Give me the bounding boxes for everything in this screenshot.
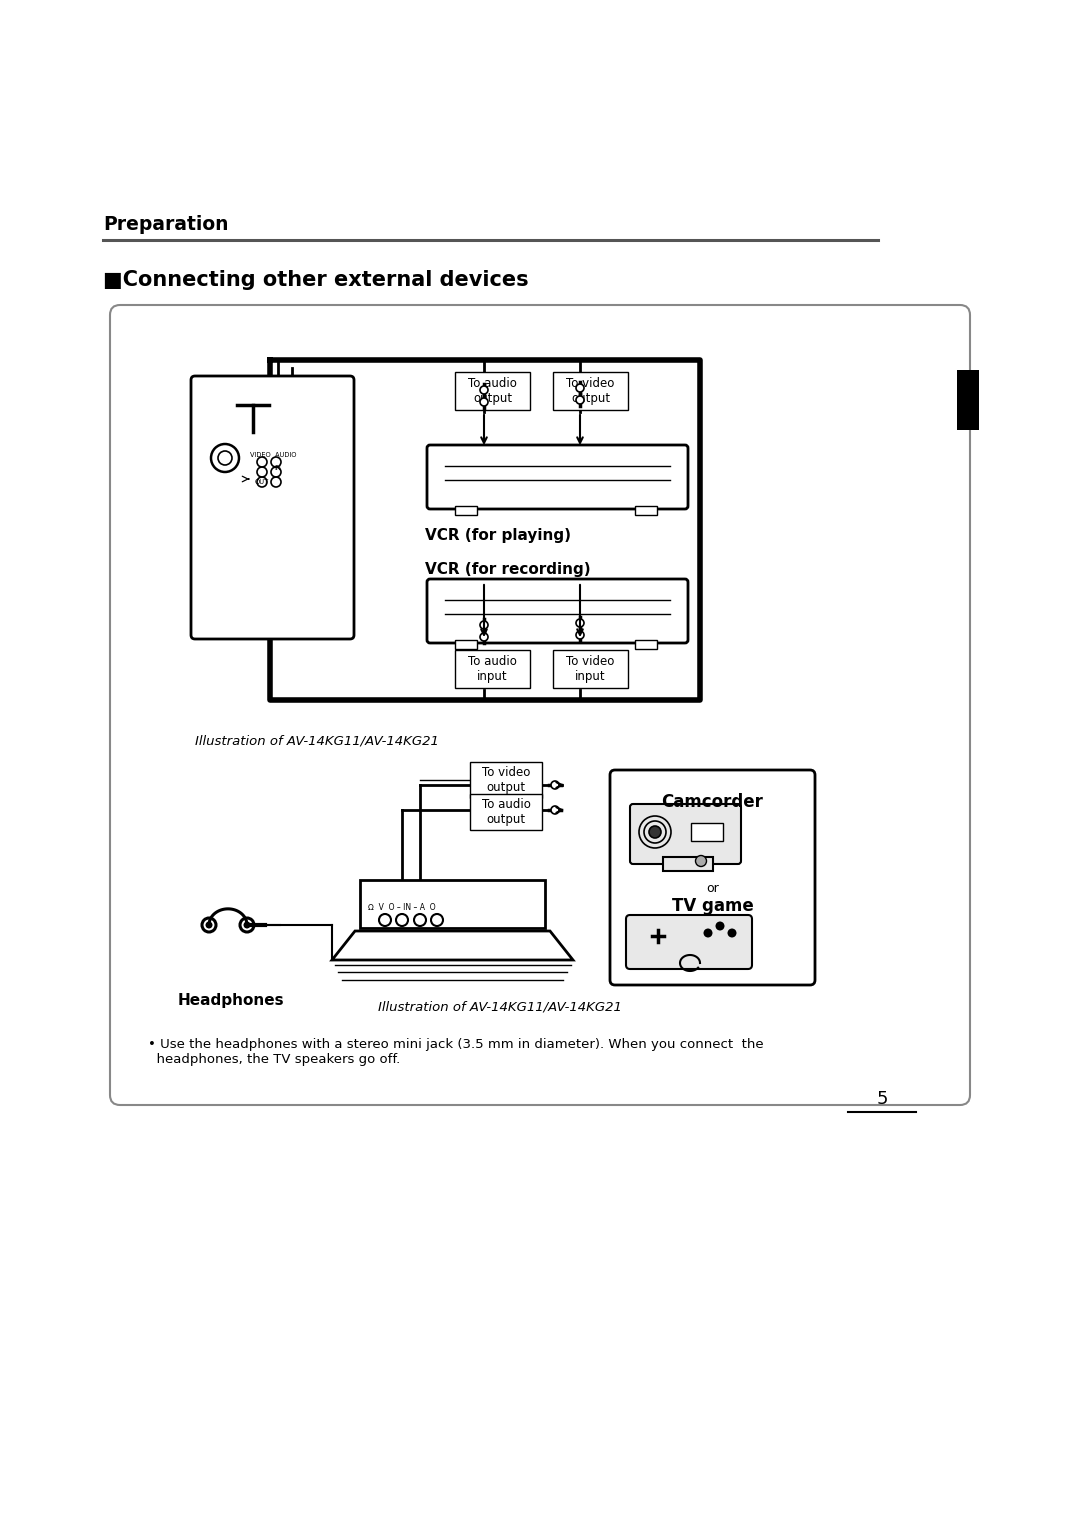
FancyBboxPatch shape [110,306,970,1105]
FancyBboxPatch shape [630,804,741,863]
Text: Illustration of AV-14KG11/AV-14KG21: Illustration of AV-14KG11/AV-14KG21 [378,999,622,1013]
Circle shape [576,384,584,393]
FancyBboxPatch shape [470,795,542,830]
Bar [957,370,978,429]
Text: IN: IN [274,465,281,471]
FancyBboxPatch shape [626,915,752,969]
Circle shape [576,619,584,626]
Circle shape [703,929,713,938]
Circle shape [576,631,584,639]
Text: To audio
input: To audio input [468,656,517,683]
Bar [455,640,477,649]
Bar [635,506,657,515]
Circle shape [480,387,488,394]
Text: To video
input: To video input [566,656,615,683]
FancyBboxPatch shape [553,649,627,688]
FancyBboxPatch shape [191,376,354,639]
FancyBboxPatch shape [470,762,542,798]
Circle shape [480,397,488,406]
Text: Illustration of AV-14KG11/AV-14KG21: Illustration of AV-14KG11/AV-14KG21 [195,735,438,749]
Text: or: or [706,882,719,895]
Circle shape [728,929,737,938]
FancyBboxPatch shape [427,579,688,643]
Circle shape [551,781,559,788]
FancyBboxPatch shape [610,770,815,986]
Circle shape [715,921,725,931]
Text: VCR (for playing): VCR (for playing) [426,529,571,542]
Circle shape [649,827,661,837]
Text: Ω  V  O – IN – A  O: Ω V O – IN – A O [368,903,435,912]
Text: • Use the headphones with a stereo mini jack (3.5 mm in diameter). When you conn: • Use the headphones with a stereo mini … [148,1038,764,1067]
Circle shape [696,856,706,866]
Circle shape [205,921,213,929]
FancyBboxPatch shape [427,445,688,509]
Bar [455,506,477,515]
Text: TV game: TV game [672,897,754,915]
Text: To video
output: To video output [482,766,530,795]
Text: VIDEO  AUDIO: VIDEO AUDIO [249,452,297,458]
Text: Camcorder: Camcorder [662,793,764,811]
Bar [663,857,713,871]
Circle shape [551,805,559,814]
Text: To video
output: To video output [566,377,615,405]
Text: 5: 5 [876,1089,888,1108]
Bar [635,640,657,649]
FancyBboxPatch shape [360,880,545,927]
Text: Preparation: Preparation [103,215,229,234]
Circle shape [576,396,584,403]
FancyBboxPatch shape [553,371,627,410]
FancyBboxPatch shape [455,371,530,410]
FancyBboxPatch shape [455,649,530,688]
Text: Headphones: Headphones [178,993,285,1008]
Text: To audio
output: To audio output [468,377,517,405]
Text: OUT: OUT [255,478,269,484]
Circle shape [480,633,488,642]
Circle shape [480,620,488,630]
Bar [691,824,723,840]
Text: ■Connecting other external devices: ■Connecting other external devices [103,270,528,290]
Text: To audio
output: To audio output [482,798,530,827]
Text: VCR (for recording): VCR (for recording) [426,562,591,578]
Circle shape [243,921,251,929]
